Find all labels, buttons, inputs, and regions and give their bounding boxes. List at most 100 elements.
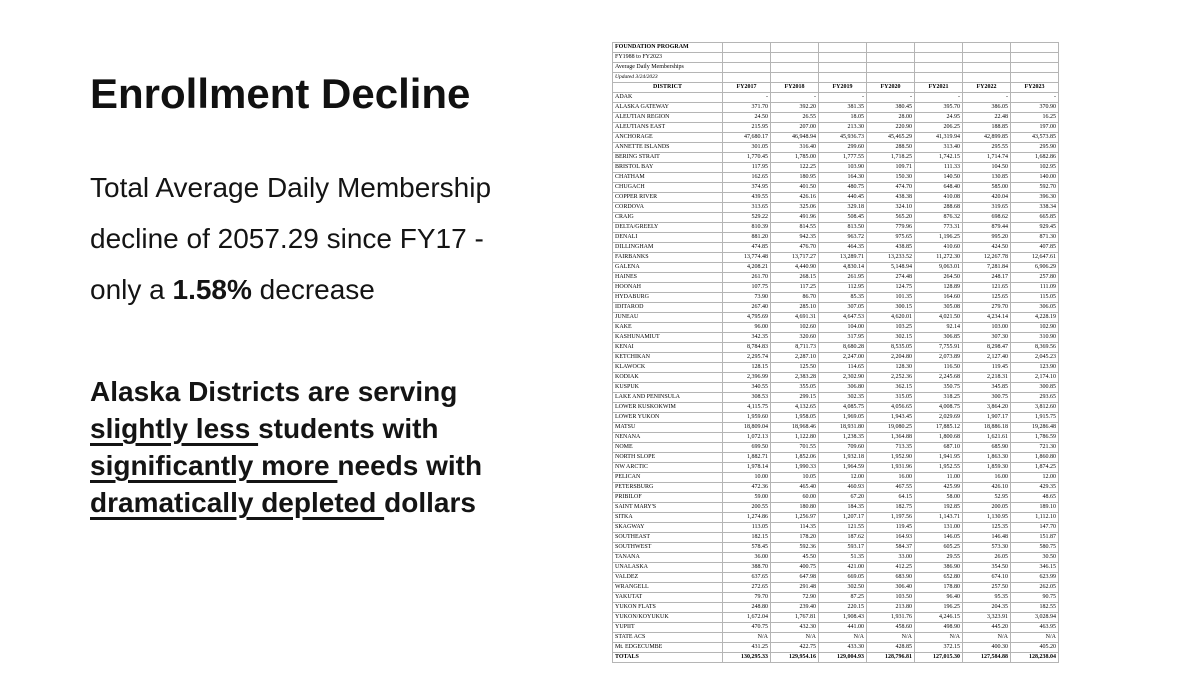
value-cell: 182.75 bbox=[866, 502, 915, 513]
value-cell: 306.40 bbox=[866, 582, 915, 593]
para1-line2: decline of 2057.29 since FY17 - bbox=[90, 223, 484, 254]
district-cell: SAINT MARY'S bbox=[612, 502, 723, 513]
value-cell: 60.00 bbox=[770, 492, 819, 503]
value-cell: 79.70 bbox=[722, 592, 771, 603]
table-empty-cell bbox=[770, 62, 819, 73]
value-cell: 248.80 bbox=[722, 602, 771, 613]
district-cell: FAIRBANKS bbox=[612, 252, 723, 263]
value-cell: 196.25 bbox=[914, 602, 963, 613]
table-row: NW ARCTIC 1,978.14 1,990.33 1,964.59 1,931.9… bbox=[612, 462, 1059, 473]
district-cell: VALDEZ bbox=[612, 572, 723, 583]
value-cell: 392.20 bbox=[770, 102, 819, 113]
table-meta-cell: FOUNDATION PROGRAM bbox=[612, 42, 723, 53]
table-row: ANNETTE ISLANDS 301.05 316.40 299.60 288.50 3… bbox=[612, 142, 1059, 153]
value-cell: 665.85 bbox=[1010, 212, 1059, 223]
value-cell: 147.70 bbox=[1010, 522, 1059, 533]
value-cell: 386.90 bbox=[914, 562, 963, 573]
value-cell: 425.99 bbox=[914, 482, 963, 493]
value-cell: 8,369.56 bbox=[1010, 342, 1059, 353]
district-cell: DELTA/GREELY bbox=[612, 222, 723, 233]
adm-table: FOUNDATION PROGRAM FY1988 to FY2023 Averag… bbox=[612, 42, 1059, 663]
table-meta-row: FY1988 to FY2023 bbox=[612, 52, 1059, 63]
underlined-dramatically-depleted: dramatically depleted bbox=[90, 487, 385, 518]
value-cell: 592.70 bbox=[1010, 182, 1059, 193]
table-empty-cell bbox=[722, 72, 771, 83]
table-row: SOUTHEAST 182.15 178.20 187.62 164.93 146.05 1… bbox=[612, 532, 1059, 543]
district-cell: NENANA bbox=[612, 432, 723, 443]
value-cell: 472.36 bbox=[722, 482, 771, 493]
value-cell: 10.00 bbox=[722, 472, 771, 483]
value-cell: 220.15 bbox=[818, 602, 867, 613]
totals-label-cell: TOTALS bbox=[612, 652, 723, 663]
table-empty-cell bbox=[866, 42, 915, 53]
value-cell: 85.35 bbox=[818, 292, 867, 303]
value-cell: 215.95 bbox=[722, 122, 771, 133]
value-cell: 388.70 bbox=[722, 562, 771, 573]
table-header-cell: FY2020 bbox=[866, 82, 915, 93]
value-cell: 1,958.05 bbox=[770, 412, 819, 423]
table-empty-cell bbox=[962, 62, 1011, 73]
value-cell: 313.40 bbox=[914, 142, 963, 153]
value-cell: 316.40 bbox=[770, 142, 819, 153]
table-meta-cell: Average Daily Memberships bbox=[612, 62, 723, 73]
value-cell: 200.05 bbox=[962, 502, 1011, 513]
value-cell: 28.00 bbox=[866, 112, 915, 123]
table-meta-cell: Updated 3/24/2023 bbox=[612, 72, 723, 83]
value-cell: 4,620.01 bbox=[866, 312, 915, 323]
para2-line2-rest: students with bbox=[258, 413, 439, 444]
value-cell: 121.55 bbox=[818, 522, 867, 533]
district-cell: ALASKA GATEWAY bbox=[612, 102, 723, 113]
value-cell: 1,915.75 bbox=[1010, 412, 1059, 423]
value-cell: 395.70 bbox=[914, 102, 963, 113]
para1-line3: only a 1.58% decrease bbox=[90, 264, 600, 315]
value-cell: 4,795.69 bbox=[722, 312, 771, 323]
value-cell: 299.60 bbox=[818, 142, 867, 153]
value-cell: 623.99 bbox=[1010, 572, 1059, 583]
table-header-cell: FY2018 bbox=[770, 82, 819, 93]
value-cell: 197.00 bbox=[1010, 122, 1059, 133]
value-cell: 1,238.35 bbox=[818, 432, 867, 443]
value-cell: 1,969.05 bbox=[818, 412, 867, 423]
value-cell: 267.40 bbox=[722, 302, 771, 313]
value-cell: 124.75 bbox=[866, 282, 915, 293]
value-cell: 306.80 bbox=[818, 382, 867, 393]
value-cell: 103.50 bbox=[866, 592, 915, 603]
value-cell: 1,874.25 bbox=[1010, 462, 1059, 473]
value-cell: 318.25 bbox=[914, 392, 963, 403]
value-cell: 440.45 bbox=[818, 192, 867, 203]
value-cell: 16.00 bbox=[866, 472, 915, 483]
value-cell: 104.00 bbox=[818, 322, 867, 333]
district-cell: MATSU bbox=[612, 422, 723, 433]
value-cell: 182.55 bbox=[1010, 602, 1059, 613]
value-cell: 4,691.31 bbox=[770, 312, 819, 323]
percent-decrease-value: 1.58% bbox=[172, 274, 252, 305]
value-cell: 131.00 bbox=[914, 522, 963, 533]
value-cell: 279.70 bbox=[962, 302, 1011, 313]
totals-value-cell: 130,295.33 bbox=[722, 652, 771, 663]
table-row: KETCHIKAN 2,295.74 2,287.10 2,247.00 2,204.8… bbox=[612, 352, 1059, 363]
value-cell: 4,208.21 bbox=[722, 262, 771, 273]
table-row: YUKON/KOYUKUK 1,672.04 1,767.81 1,908.43 1,9… bbox=[612, 612, 1059, 623]
table-row: PELICAN 10.00 10.05 12.00 16.00 11.00 16.00 12.… bbox=[612, 472, 1059, 483]
table-row: WRANGELL 272.65 291.48 302.50 306.40 178.80 25… bbox=[612, 582, 1059, 593]
table-row: KENAI 8,784.83 8,711.73 8,680.28 8,535.05 7,7… bbox=[612, 342, 1059, 353]
value-cell: 73.90 bbox=[722, 292, 771, 303]
value-cell: 1,952.90 bbox=[866, 452, 915, 463]
table-row: ADAK - - - - - - - bbox=[612, 92, 1059, 103]
district-cell: WRANGELL bbox=[612, 582, 723, 593]
value-cell: 529.22 bbox=[722, 212, 771, 223]
value-cell: 178.80 bbox=[914, 582, 963, 593]
value-cell: 300.75 bbox=[962, 392, 1011, 403]
value-cell: 123.90 bbox=[1010, 362, 1059, 373]
table-meta-cell: FY1988 to FY2023 bbox=[612, 52, 723, 63]
district-cell: YAKUTAT bbox=[612, 592, 723, 603]
table-row: ALEUTIAN REGION 24.50 26.55 18.05 28.00 24.95… bbox=[612, 112, 1059, 123]
value-cell: 10.05 bbox=[770, 472, 819, 483]
value-cell: 125.65 bbox=[962, 292, 1011, 303]
value-cell: 2,247.00 bbox=[818, 352, 867, 363]
value-cell: 1,786.59 bbox=[1010, 432, 1059, 443]
table-row: KODIAK 2,396.99 2,383.28 2,302.90 2,252.36 2,… bbox=[612, 372, 1059, 383]
district-cell: KENAI bbox=[612, 342, 723, 353]
value-cell: - bbox=[866, 92, 915, 103]
table-empty-cell bbox=[1010, 52, 1059, 63]
